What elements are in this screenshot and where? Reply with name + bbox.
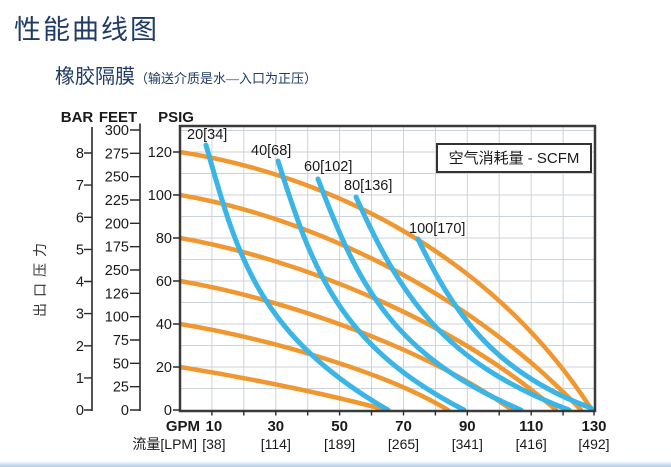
psig-tick-20: 20 (156, 360, 172, 376)
legend: 空气消耗量 - SCFM (436, 143, 592, 173)
feet-tick-175: 175 (105, 240, 129, 256)
lpm-tick-416: [416] (516, 436, 547, 452)
gpm-tick-30: 30 (267, 418, 284, 435)
bar-axis-tick-labels: 8 7 6 5 4 3 2 1 0 (76, 146, 84, 419)
lpm-unit-label: 流量[LPM] (132, 436, 197, 452)
air-curve-label-100: 100[170] (409, 221, 465, 237)
gpm-tick-90: 90 (459, 418, 476, 435)
legend-label: 空气消耗量 - SCFM (449, 150, 580, 167)
performance-curves (180, 149, 595, 411)
psig-axis-ticks (173, 151, 180, 411)
feet-axis-header: FEET (99, 109, 137, 126)
air-curve-100-scfm (415, 236, 594, 411)
bar-axis-ticks (84, 152, 92, 411)
psig-axis-tick-labels: 120 100 80 60 40 20 0 (148, 145, 172, 419)
air-curve-label-80: 80[136] (344, 178, 392, 194)
lpm-tick-341: [341] (452, 436, 483, 452)
lpm-tick-114: [114] (261, 436, 291, 452)
pressure-curve-20psig (180, 364, 389, 411)
feet-tick-0: 0 (121, 403, 129, 419)
psig-tick-100: 100 (148, 188, 172, 204)
legend-box (436, 143, 592, 173)
x-axis-ticks (211, 411, 595, 416)
bar-tick-3: 3 (76, 307, 84, 323)
psig-tick-40: 40 (156, 317, 172, 333)
psig-tick-80: 80 (156, 231, 172, 247)
air-consumption-curves (203, 142, 594, 411)
gpm-tick-110: 110 (519, 418, 543, 435)
feet-axis-tick-labels: 300 275 250 225 200 175 250 126 100 75 5… (105, 123, 129, 419)
air-curve-labels: 20[34] 40[68] 60[102] 80[136] 100[170] (187, 127, 465, 237)
page-title: 性能曲线图 (14, 15, 159, 45)
feet-tick-126: 126 (105, 286, 129, 302)
gpm-unit-label: GPM (166, 418, 200, 435)
feet-tick-100: 100 (105, 310, 129, 326)
air-curve-label-40: 40[68] (251, 143, 291, 159)
feet-tick-250: 250 (105, 170, 129, 186)
diaphragm-type-label: 橡胶隔膜 (55, 66, 135, 88)
bar-tick-4: 4 (76, 275, 84, 291)
feet-tick-225: 225 (105, 193, 129, 209)
lpm-tick-38: [38] (202, 436, 225, 452)
air-curve-label-20: 20[34] (187, 127, 227, 143)
feet-tick-275: 275 (105, 146, 129, 162)
bar-tick-8: 8 (76, 146, 84, 162)
air-curve-40-scfm (275, 158, 467, 411)
feet-tick-150: 250 (105, 263, 129, 279)
bar-tick-1: 1 (76, 371, 84, 387)
feet-tick-200: 200 (105, 216, 129, 232)
x-axis-labels: GPM 10 30 50 70 90 110 130 流量[LPM] [38] … (132, 418, 609, 452)
gpm-tick-70: 70 (395, 418, 412, 435)
psig-tick-60: 60 (156, 274, 172, 290)
feet-tick-50: 50 (113, 356, 129, 372)
gpm-tick-130: 130 (581, 418, 606, 435)
gpm-tick-50: 50 (331, 418, 348, 435)
air-curve-20-scfm (203, 142, 391, 411)
medium-note-label: （输送介质是水—入口为正压） (135, 71, 318, 86)
psig-tick-0: 0 (164, 403, 172, 419)
lpm-tick-189: [189] (324, 436, 355, 452)
bar-tick-0: 0 (76, 403, 84, 419)
feet-tick-75: 75 (113, 333, 129, 349)
feet-axis-ticks (130, 129, 140, 411)
bar-tick-6: 6 (76, 210, 84, 226)
pressure-curve-100psig (180, 192, 584, 411)
air-curve-80-scfm (353, 194, 572, 411)
plot-border (178, 124, 597, 413)
chart-subtitle-row: 橡胶隔膜（输送介质是水—入口为正压） (55, 60, 317, 89)
gpm-tick-10: 10 (206, 418, 223, 435)
bar-tick-7: 7 (76, 178, 84, 194)
feet-tick-300: 300 (105, 123, 129, 139)
pressure-curve-40psig (180, 321, 451, 411)
lpm-tick-492: [492] (578, 436, 609, 452)
psig-tick-120: 120 (148, 145, 172, 161)
bar-tick-5: 5 (76, 242, 84, 258)
air-curve-label-60: 60[102] (304, 159, 352, 175)
psig-axis-header: PSIG (158, 109, 194, 126)
bar-axis-header: BAR (61, 109, 94, 126)
air-curve-60-scfm (315, 176, 524, 411)
gridlines-vertical (211, 126, 564, 411)
feet-tick-25: 25 (113, 380, 129, 396)
page-section-divider (0, 461, 671, 467)
lpm-tick-265: [265] (388, 436, 419, 452)
y-axis-title: 出口压力 (32, 237, 48, 317)
bar-tick-2: 2 (76, 339, 84, 355)
pressure-curve-120psig (180, 149, 595, 411)
